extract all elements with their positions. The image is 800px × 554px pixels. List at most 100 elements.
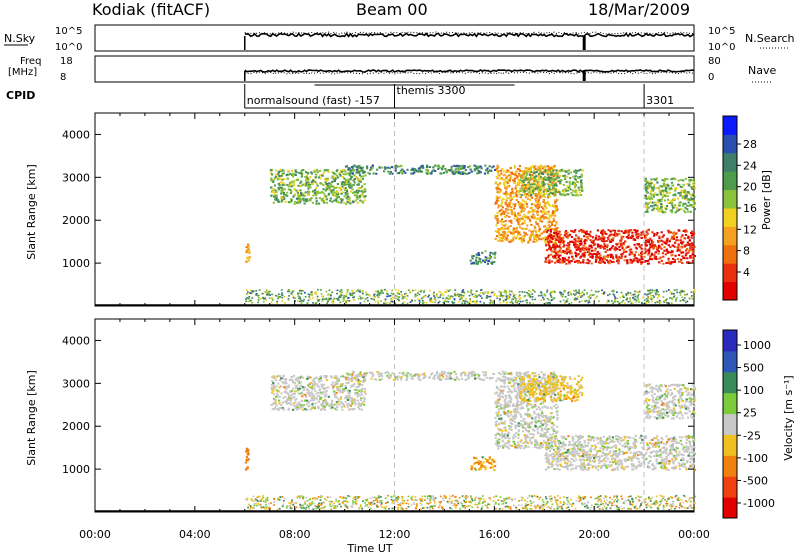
cell (545, 243, 548, 246)
cell (359, 302, 362, 304)
cell (334, 381, 337, 384)
cell (575, 260, 578, 263)
cell (570, 240, 573, 243)
cell (684, 211, 687, 214)
cell (520, 194, 523, 197)
cell (414, 295, 417, 298)
cell (287, 393, 290, 396)
cell (529, 296, 532, 298)
cell (683, 245, 686, 248)
cell (551, 212, 554, 215)
cell (350, 172, 353, 175)
cell (352, 201, 355, 204)
cell (412, 169, 415, 171)
cell (417, 298, 420, 300)
cell (575, 246, 578, 248)
cell (355, 290, 358, 292)
cell (350, 396, 353, 399)
cell (501, 168, 504, 170)
cell (636, 237, 639, 240)
cell (331, 191, 334, 194)
cell (574, 240, 577, 243)
cell (528, 191, 531, 193)
cell (644, 242, 647, 245)
cell (512, 203, 515, 206)
cell (563, 257, 566, 260)
cell (642, 296, 644, 299)
cell (528, 187, 531, 190)
cell (648, 250, 651, 253)
cell (424, 294, 427, 297)
cell (578, 291, 581, 293)
cell (647, 197, 650, 200)
cell (460, 372, 464, 374)
cell (313, 406, 316, 409)
cell (544, 165, 547, 168)
cell (473, 300, 476, 303)
cell (573, 177, 576, 180)
cell (286, 173, 289, 176)
cell (345, 196, 348, 199)
cell (524, 196, 528, 199)
cell (534, 171, 537, 174)
cell (470, 465, 473, 468)
cell (321, 392, 324, 395)
cell (363, 390, 366, 393)
cell (654, 301, 657, 304)
cell (634, 239, 637, 241)
cell (288, 289, 290, 292)
cell (630, 248, 633, 251)
cell (691, 298, 694, 300)
cell (536, 197, 539, 200)
cell (545, 249, 549, 252)
cell (534, 199, 538, 202)
freq-panel (94, 55, 695, 83)
cell (346, 291, 349, 293)
cell (547, 194, 550, 197)
cell (326, 302, 329, 304)
cell (503, 379, 506, 382)
region-echo-0700-1100 (269, 168, 367, 205)
cell (309, 297, 311, 300)
cell (485, 376, 488, 379)
cell (533, 225, 536, 228)
cell (684, 301, 687, 304)
cell (292, 392, 295, 395)
cell (501, 198, 504, 201)
cell (521, 227, 524, 230)
cell (557, 236, 560, 239)
cell (524, 228, 527, 230)
cell (333, 191, 337, 194)
cell (271, 173, 274, 176)
cell (534, 175, 537, 178)
cell (627, 301, 630, 303)
cell (357, 166, 360, 169)
cell (568, 180, 571, 183)
cell (462, 291, 465, 293)
cell (473, 168, 476, 171)
cell (550, 241, 553, 243)
cell (544, 236, 547, 239)
cell (556, 198, 559, 201)
cell (307, 299, 310, 302)
cell (662, 296, 665, 298)
cell (508, 241, 511, 243)
cell (470, 170, 473, 173)
cell (577, 244, 580, 247)
cell (606, 249, 609, 251)
cell (650, 296, 652, 299)
cell (427, 296, 430, 298)
nsky-tick-top: 10^5 (55, 26, 82, 37)
cell (556, 191, 559, 194)
cell (339, 375, 342, 378)
cell (522, 186, 525, 189)
cell (650, 298, 653, 301)
cell (377, 291, 380, 294)
cell (518, 291, 521, 293)
cell (400, 376, 403, 379)
cell (437, 167, 440, 170)
cell (540, 294, 543, 297)
cell (615, 255, 618, 258)
cell (310, 172, 314, 175)
cell (307, 187, 310, 190)
